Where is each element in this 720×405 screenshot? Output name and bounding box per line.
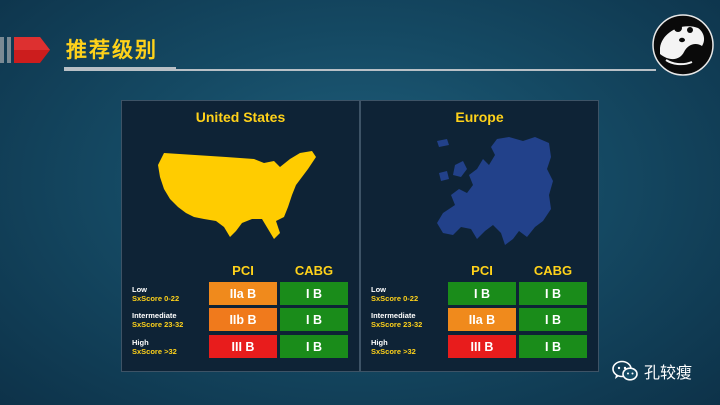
- europe-panel-title: Europe: [455, 109, 504, 125]
- us-high-pci-cell: III B: [208, 334, 278, 359]
- europe-guidelines-panel: Europe PCI CABG Low SxScore 0-22 Intermed…: [360, 100, 599, 372]
- europe-low-pci-cell: I B: [447, 281, 517, 306]
- us-intermediate-cabg-cell: I B: [279, 307, 349, 332]
- europe-low-cabg-cell: I B: [518, 281, 588, 306]
- watermark-text: 孔较瘦: [644, 363, 693, 382]
- us-map-icon: [158, 151, 316, 239]
- panda-logo-icon: [652, 14, 714, 76]
- europe-row-low-label: Low SxScore 0-22: [371, 285, 419, 303]
- europe-row-intermediate-label: Intermediate SxScore 23-32: [371, 311, 423, 329]
- us-col-pci: PCI: [232, 263, 254, 278]
- europe-intermediate-pci-cell: IIa B: [447, 307, 517, 332]
- us-low-cabg-cell: I B: [279, 281, 349, 306]
- us-guidelines-panel: United States PCI CABG Low SxScore 0-22 I…: [121, 100, 360, 372]
- europe-intermediate-cabg-cell: I B: [518, 307, 588, 332]
- us-row-low-label: Low SxScore 0-22: [132, 285, 180, 303]
- europe-high-cabg-cell: I B: [518, 334, 588, 359]
- europe-row-high-label: High SxScore >32: [371, 338, 416, 356]
- us-col-cabg: CABG: [294, 263, 334, 278]
- title-underline: [64, 69, 656, 71]
- title-underline-accent: [64, 67, 176, 71]
- wechat-icon: [612, 360, 638, 381]
- us-row-high-label: High SxScore >32: [132, 338, 177, 356]
- us-intermediate-pci-cell: IIb B: [208, 307, 278, 332]
- europe-map-icon: [437, 137, 553, 245]
- us-high-cabg-cell: I B: [279, 334, 349, 359]
- header-arrow-marker: [0, 37, 50, 63]
- us-panel-title: United States: [195, 109, 286, 125]
- us-low-pci-cell: IIa B: [208, 281, 278, 306]
- slide-title: 推荐级别: [66, 38, 158, 62]
- europe-col-pci: PCI: [471, 263, 493, 278]
- europe-col-cabg: CABG: [533, 263, 573, 278]
- wechat-watermark: 孔较瘦: [612, 360, 692, 382]
- us-row-intermediate-label: Intermediate SxScore 23-32: [132, 311, 184, 329]
- europe-high-pci-cell: III B: [447, 334, 517, 359]
